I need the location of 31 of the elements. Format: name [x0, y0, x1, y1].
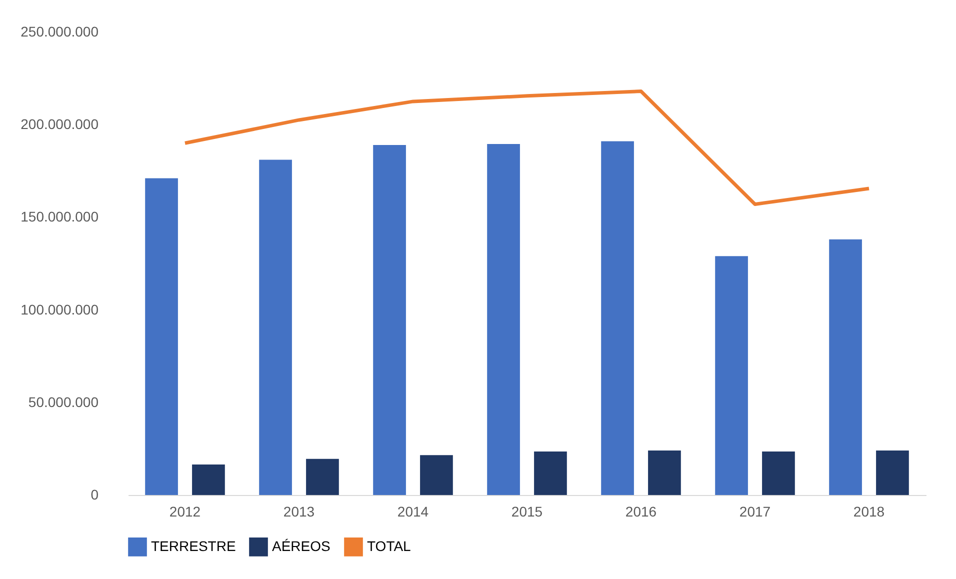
- bar: [762, 451, 795, 495]
- bar: [306, 458, 339, 495]
- bar: [259, 160, 292, 495]
- x-tick-label: 2017: [739, 504, 771, 520]
- line-series: [183, 90, 871, 206]
- bar: [145, 178, 178, 495]
- legend-label: TERRESTRE: [151, 538, 236, 554]
- y-tick-label: 200.000.000: [20, 116, 99, 132]
- y-tick-label: 150.000.000: [20, 208, 99, 225]
- y-tick-label: 100.000.000: [20, 301, 99, 318]
- y-tick-label: 0: [90, 486, 99, 502]
- x-tick-label: 2018: [853, 504, 885, 520]
- bar: [534, 451, 567, 495]
- bar: [829, 239, 862, 495]
- bar: [648, 450, 681, 495]
- bar: [487, 144, 520, 495]
- bar: [192, 464, 225, 495]
- legend-label: TOTAL: [367, 538, 412, 554]
- x-tick-label: 2012: [169, 504, 201, 520]
- y-tick-label: 50.000.000: [28, 394, 99, 410]
- x-tick-label: 2013: [283, 504, 315, 520]
- legend-label: AÉREOS: [272, 538, 330, 554]
- x-tick-label: 2015: [511, 504, 543, 520]
- y-tick-label: 250.000.000: [20, 24, 99, 40]
- bar: [373, 144, 406, 495]
- bar: [715, 256, 748, 495]
- x-tick-label: 2014: [397, 504, 429, 520]
- bar: [420, 455, 453, 495]
- bar: [876, 450, 909, 495]
- bar: [601, 141, 634, 495]
- x-tick-label: 2016: [625, 504, 657, 520]
